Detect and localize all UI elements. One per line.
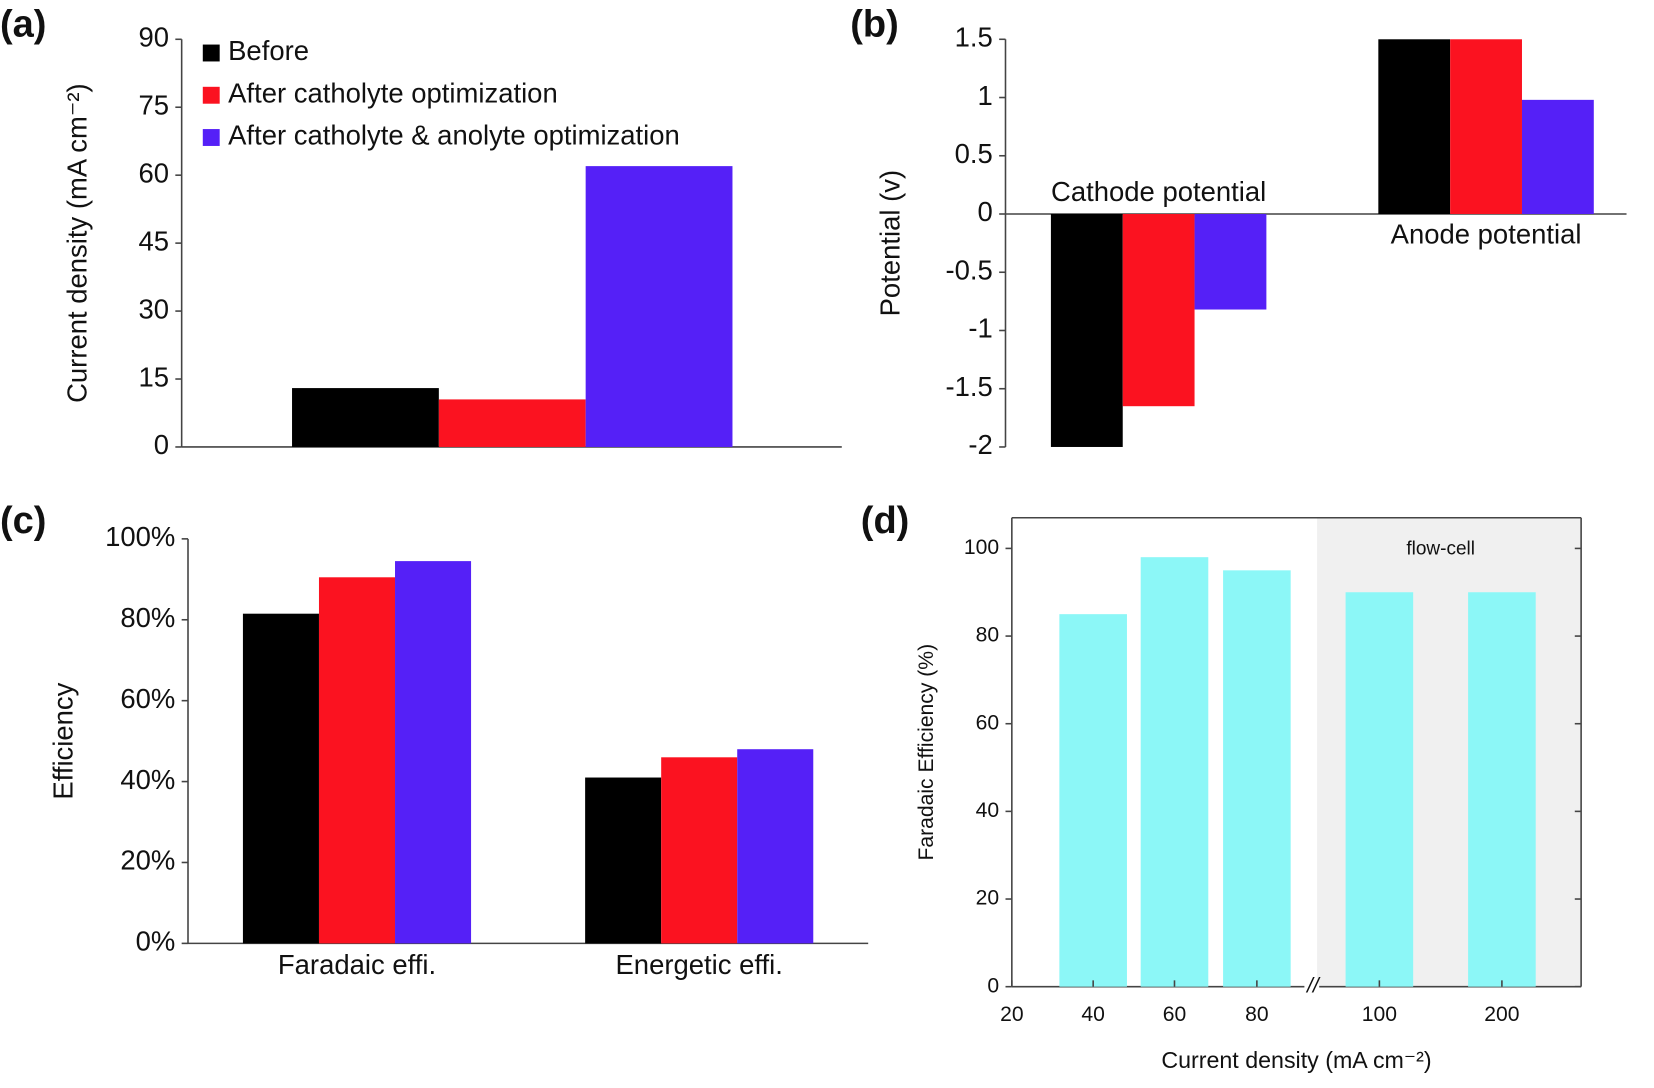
y-tick-label: 0% bbox=[136, 926, 176, 957]
x-tick-label: 100 bbox=[1362, 1003, 1397, 1026]
y-axis-label: Potential (v) bbox=[875, 170, 906, 316]
bar bbox=[737, 749, 814, 944]
x-tick-label: 20 bbox=[1000, 1003, 1023, 1026]
bar bbox=[1378, 39, 1451, 215]
bar bbox=[1140, 557, 1209, 987]
bar bbox=[1122, 214, 1195, 407]
y-tick-label: 30 bbox=[138, 293, 169, 324]
y-tick-label: 0 bbox=[987, 974, 999, 997]
bar bbox=[1194, 214, 1267, 310]
y-tick-label: 100 bbox=[964, 536, 999, 559]
y-tick-label: 80% bbox=[120, 602, 175, 633]
y-tick-label: 40 bbox=[976, 799, 999, 822]
category-label: Faradaic effi. bbox=[278, 949, 436, 980]
category-label: Energetic effi. bbox=[616, 949, 783, 980]
y-tick-label: 20 bbox=[976, 887, 999, 910]
axis-break-gap bbox=[1304, 983, 1320, 990]
panel: (a) 0 15 30 45 60 75 90 Current density (mA cm⁻²… bbox=[0, 4, 842, 460]
panel-label: (c) bbox=[0, 500, 46, 542]
panel-label: (a) bbox=[0, 4, 46, 46]
bar bbox=[242, 613, 319, 944]
y-axis-label: Current density (mA cm⁻²) bbox=[61, 83, 92, 403]
y-tick-label: 80 bbox=[976, 624, 999, 647]
annotation: flow-cell bbox=[1406, 538, 1475, 559]
axis-break: // bbox=[1305, 974, 1321, 997]
bar bbox=[1450, 39, 1522, 215]
y-tick-label: 40% bbox=[120, 764, 175, 795]
y-tick-label: 60% bbox=[120, 683, 175, 714]
bar bbox=[1059, 614, 1127, 987]
y-tick-label: 1 bbox=[978, 80, 993, 111]
y-tick-label: -0.5 bbox=[946, 254, 993, 285]
bar bbox=[585, 166, 733, 447]
bar bbox=[318, 577, 396, 944]
y-tick-label: 20% bbox=[120, 845, 175, 876]
y-tick-label: -2 bbox=[968, 429, 992, 460]
panel-label: (b) bbox=[850, 4, 899, 46]
bar bbox=[1223, 570, 1291, 987]
y-tick-label: 60 bbox=[138, 157, 169, 188]
y-tick-label: 45 bbox=[138, 225, 169, 256]
y-tick-label: 100% bbox=[105, 521, 175, 552]
y-tick-label: 15 bbox=[138, 361, 169, 392]
x-tick-label: 60 bbox=[1163, 1003, 1186, 1026]
x-axis-label: Current density (mA cm⁻²) bbox=[1161, 1047, 1431, 1073]
bar bbox=[292, 388, 439, 447]
y-axis-label: Efficiency bbox=[48, 682, 79, 799]
legend-swatch bbox=[202, 86, 220, 104]
x-tick-label: 40 bbox=[1081, 1003, 1104, 1026]
y-tick-label: 0 bbox=[978, 196, 993, 227]
x-tick-label: 80 bbox=[1245, 1003, 1268, 1026]
bar bbox=[1468, 592, 1536, 987]
legend-label: After catholyte & anolyte optimization bbox=[228, 120, 680, 151]
bar bbox=[438, 399, 586, 447]
legend-label: Before bbox=[228, 35, 309, 66]
category-label: Anode potential bbox=[1391, 218, 1582, 249]
y-tick-label: 75 bbox=[138, 89, 169, 120]
category-label: Cathode potential bbox=[1051, 176, 1266, 207]
bar bbox=[395, 561, 472, 944]
panel-label: (d) bbox=[861, 500, 910, 542]
legend-label: After catholyte optimization bbox=[228, 78, 558, 109]
y-tick-label: -1.5 bbox=[946, 371, 993, 402]
panel: (c) 0% 20% 40% 60% 80% 100% Efficiency Faradaic … bbox=[0, 500, 869, 980]
legend-swatch bbox=[202, 129, 220, 146]
y-tick-label: 0.5 bbox=[955, 138, 993, 169]
bar bbox=[661, 757, 738, 944]
y-axis-label: Faradaic Efficiency (%) bbox=[915, 644, 938, 861]
bar bbox=[585, 777, 662, 944]
y-tick-label: 90 bbox=[138, 22, 169, 53]
y-tick-label: 0 bbox=[154, 429, 169, 460]
x-tick-label: 200 bbox=[1484, 1003, 1519, 1026]
y-tick-label: -1 bbox=[968, 313, 992, 344]
panel: (b) -2 -1.5 -1 -0.5 0 0.5 1 1.5 Potential (v) Cath… bbox=[850, 4, 1627, 460]
bar bbox=[1050, 214, 1123, 447]
bar bbox=[1521, 99, 1594, 215]
y-tick-label: 60 bbox=[976, 711, 999, 734]
legend-swatch bbox=[202, 44, 220, 62]
y-tick-label: 1.5 bbox=[955, 22, 993, 53]
bar bbox=[1345, 592, 1414, 987]
